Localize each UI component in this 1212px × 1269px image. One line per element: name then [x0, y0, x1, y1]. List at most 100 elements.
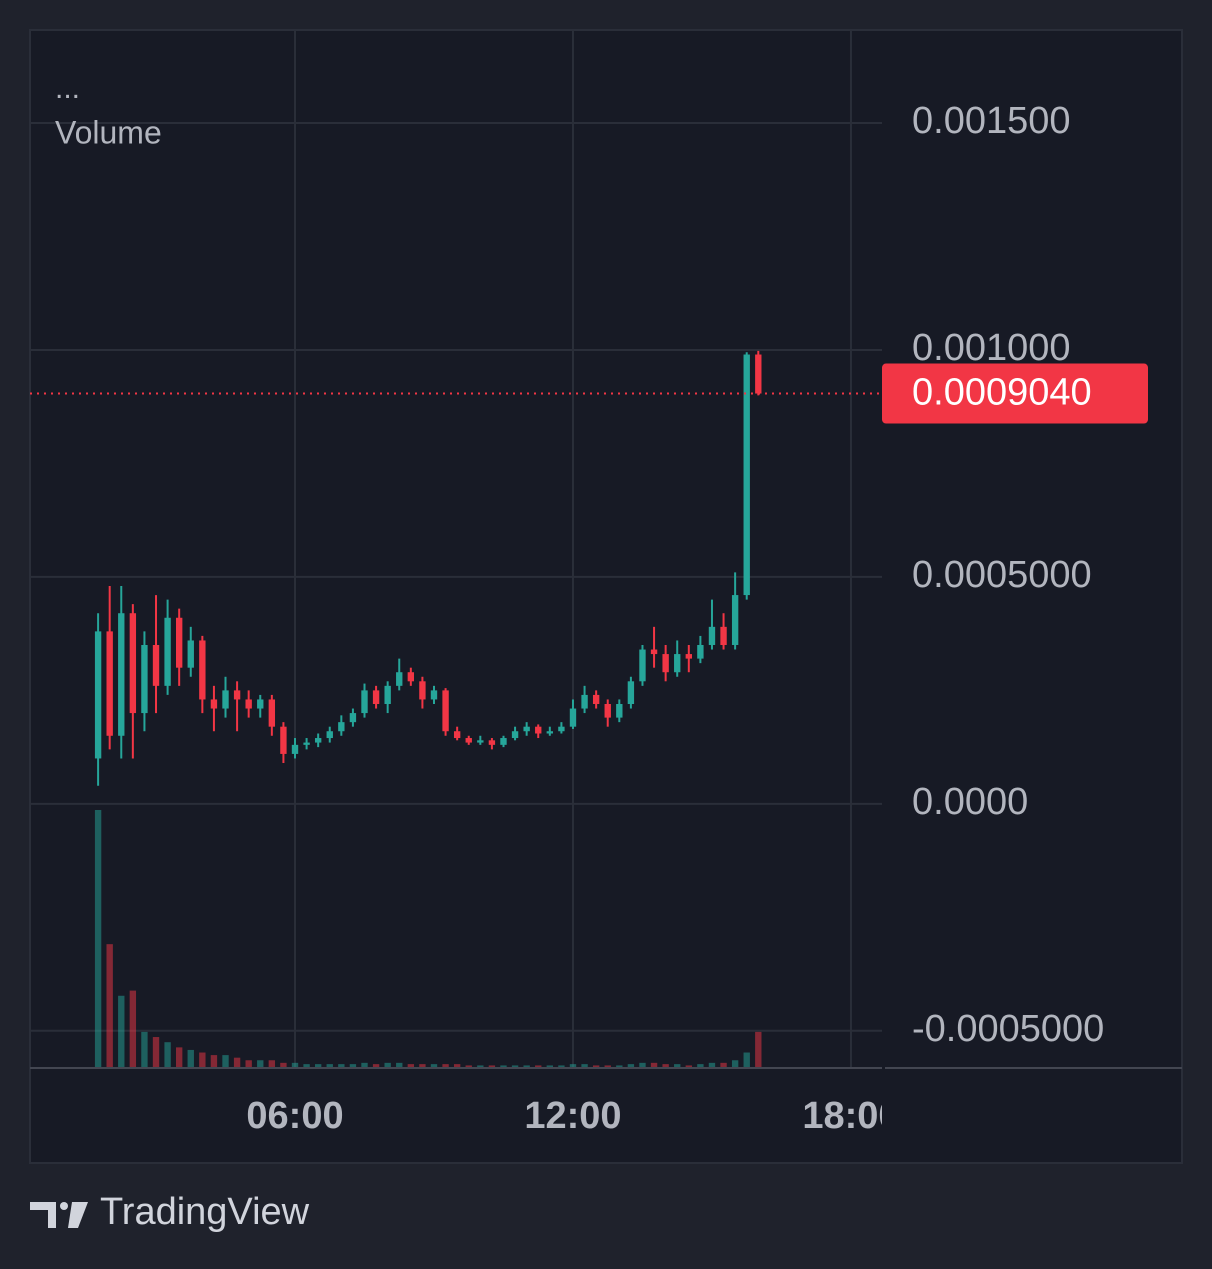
candle-body — [257, 699, 264, 709]
candle-body — [419, 681, 426, 700]
volume-bar — [535, 1065, 542, 1068]
candle-body — [697, 644, 704, 659]
candle-body — [720, 626, 727, 645]
candle-body — [314, 738, 322, 743]
volume-bar — [500, 1065, 507, 1068]
volume-bar — [743, 1052, 750, 1068]
candle-body — [755, 354, 762, 394]
volume-bar — [175, 1047, 183, 1068]
chart-panel — [29, 29, 1183, 1164]
volume-bar — [384, 1062, 391, 1068]
candle-body — [477, 740, 484, 743]
volume-bar — [210, 1055, 218, 1068]
candle-body — [326, 731, 333, 739]
candle-body — [674, 654, 681, 673]
volume-bar — [187, 1049, 194, 1068]
volume-bar — [291, 1062, 299, 1068]
volume-bar — [152, 1037, 160, 1068]
candle-body — [500, 738, 507, 745]
y-tick-label: 0.001500 — [912, 100, 1071, 142]
volume-bar — [118, 995, 125, 1068]
candle-body — [141, 644, 148, 714]
candle-body — [569, 708, 577, 727]
volume-bar — [245, 1060, 252, 1068]
volume-bar — [407, 1064, 415, 1068]
volume-bar — [419, 1064, 426, 1068]
volume-bar — [720, 1062, 727, 1068]
candle-body — [361, 690, 368, 714]
candle-body — [94, 631, 102, 759]
volume-bar — [546, 1065, 554, 1068]
candle-body — [465, 738, 472, 743]
candle-body — [685, 654, 692, 659]
candle-body — [129, 613, 137, 714]
candle-body — [453, 731, 461, 739]
candle-body — [396, 672, 403, 686]
x-tick-label: 18:00 — [802, 1095, 899, 1137]
volume-bar — [141, 1031, 148, 1068]
candle-body — [222, 690, 229, 709]
candle-body — [175, 617, 183, 668]
candle-body — [280, 726, 287, 754]
candle-body — [430, 690, 438, 700]
volume-bar — [731, 1060, 739, 1068]
candle-body — [639, 649, 646, 682]
candle-body — [558, 726, 565, 732]
candle-body — [106, 631, 113, 736]
volume-bar — [268, 1060, 276, 1068]
candle-body — [546, 731, 554, 734]
volume-bar — [685, 1065, 692, 1068]
volume-bar — [430, 1064, 438, 1068]
candle-body — [662, 654, 669, 673]
candle-body — [731, 595, 739, 645]
volume-bar — [465, 1065, 472, 1068]
candle-body — [523, 726, 530, 732]
candle-body — [372, 690, 380, 704]
candle-body — [604, 703, 611, 718]
brand: TradingView — [100, 1191, 310, 1233]
menu-dots[interactable]: ... — [55, 72, 80, 105]
candle-body — [152, 644, 160, 686]
candle-body — [233, 690, 241, 700]
candle-body — [118, 613, 125, 736]
candle-body — [616, 703, 623, 718]
volume-bar — [627, 1064, 635, 1068]
x-tick-label: 06:00 — [246, 1095, 343, 1137]
volume-pane — [94, 810, 762, 1068]
volume-bar — [755, 1031, 762, 1068]
candle-body — [164, 617, 171, 686]
volume-bar — [199, 1052, 206, 1068]
volume-bar — [338, 1064, 345, 1068]
candle-body — [384, 685, 391, 704]
candle-body — [442, 690, 449, 732]
logo — [30, 1202, 88, 1228]
volume-bar — [361, 1062, 368, 1068]
volume-bar — [453, 1064, 461, 1068]
candles — [94, 350, 762, 786]
candle-body — [210, 699, 218, 709]
volume-bar — [257, 1060, 264, 1068]
candle-body — [349, 713, 357, 723]
candle-body — [199, 640, 206, 700]
last-price-label: 0.0009040 — [912, 372, 1092, 414]
volume-bar — [558, 1065, 565, 1068]
volume-bar — [592, 1065, 600, 1068]
volume-bar — [233, 1057, 241, 1068]
candle-body — [268, 699, 276, 727]
grid — [30, 30, 882, 1068]
volume-bar — [314, 1064, 322, 1068]
candle-body — [303, 742, 310, 745]
volume-bar — [581, 1064, 588, 1068]
volume-bar — [662, 1064, 669, 1068]
volume-bar — [511, 1065, 519, 1068]
y-tick-label: -0.0005000 — [912, 1008, 1104, 1050]
volume-bar — [303, 1064, 310, 1068]
volume-bar — [697, 1064, 704, 1068]
pane-label: Volume — [55, 114, 162, 150]
volume-bar — [604, 1065, 611, 1068]
volume-bar — [106, 944, 113, 1068]
volume-bar — [650, 1062, 658, 1068]
volume-bar — [477, 1065, 484, 1068]
candle-body — [650, 649, 658, 655]
